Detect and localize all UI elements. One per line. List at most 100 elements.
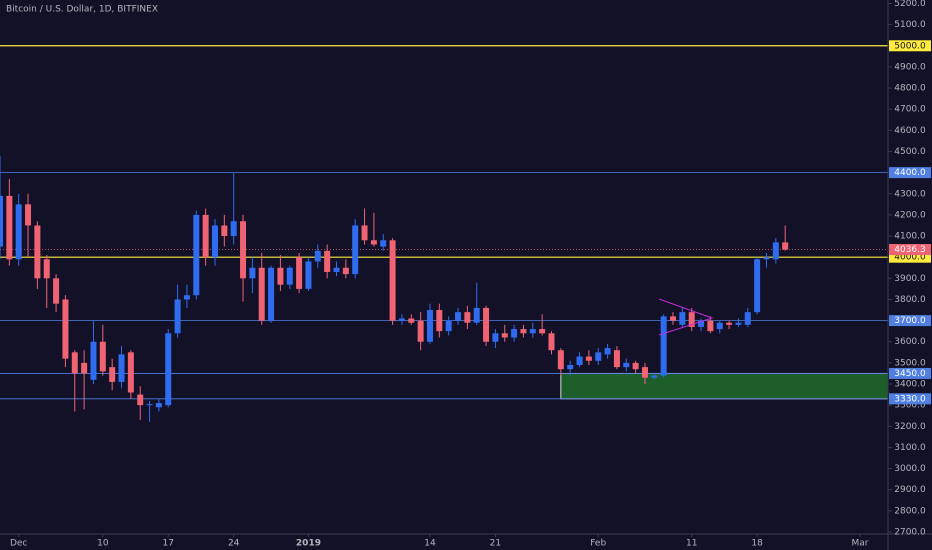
candle-body [473,307,480,323]
candle-body [464,312,471,323]
x-tick-label: 2019 [296,539,321,549]
candle-body [249,267,256,279]
y-tick-label: 2700.0 [894,528,926,538]
candle-body [183,295,190,300]
candle-body [651,375,658,378]
y-tick-label: 4200.0 [894,210,926,220]
candle-body [296,257,303,289]
y-tick-label: 3800.0 [894,295,926,305]
candle-body [109,367,116,382]
candle-body [286,267,293,285]
candle-body [62,299,69,359]
candle-body [501,333,508,338]
y-tick-label: 4700.0 [894,105,926,115]
candle-body [211,225,218,258]
y-tick-label: 4800.0 [894,84,926,94]
candle-body [782,242,789,250]
level-label-box [889,393,931,405]
candle-body [417,320,424,342]
y-tick-label: 5100.0 [894,20,926,30]
candle-body [165,333,172,406]
y-tick-label: 4500.0 [894,147,926,157]
candle-body [483,307,490,342]
candle-body [268,267,275,321]
level-label: 4000.0 [894,253,926,263]
candle-body [90,341,97,380]
candle-body [613,350,620,368]
level-label-box [889,167,931,179]
x-tick-label: Mar [851,539,868,549]
x-tick-label: Dec [10,539,27,549]
candle-body [314,250,321,262]
candle-body [6,195,13,260]
candle-body [53,278,60,304]
y-tick-label: 3500.0 [894,358,926,368]
candle-body [305,261,312,289]
candle-body [520,329,527,334]
x-tick-label: 10 [97,539,109,549]
x-tick-label: 24 [228,539,240,549]
candle-body [539,329,546,334]
candle-body [754,259,761,313]
candle-body [511,329,518,338]
chart-title: Bitcoin / U.S. Dollar, 1D, BITFINEX [6,5,158,15]
y-tick-label: 2900.0 [894,485,926,495]
candle-body [146,404,153,406]
candle-body [679,312,686,325]
candle-body [230,221,237,237]
level-label: 4400.0 [894,168,926,178]
y-tick-label: 3400.0 [894,380,926,390]
candle-body [426,310,433,342]
candle-body [772,242,779,260]
y-tick-label: 3000.0 [894,464,926,474]
x-tick-label: 11 [686,539,697,549]
triangle-pattern [658,298,714,336]
y-tick-label: 5200.0 [894,0,926,9]
candle-body [408,318,415,323]
candle-body [240,221,247,279]
x-tick-label: 21 [490,539,501,549]
x-tick-label: Feb [590,539,606,549]
candle-body [567,364,574,370]
y-tick-label: 3600.0 [894,337,926,347]
level-label-box [889,315,931,327]
candle-body [763,257,770,260]
candle-body [81,362,88,374]
candle-body [118,354,125,382]
y-tick-label: 4300.0 [894,189,926,199]
candle-body [361,225,368,241]
plot-area [0,45,889,423]
candle-body [623,362,630,368]
candle-body [492,333,499,342]
y-tick-label: 4600.0 [894,126,926,136]
candle-body [641,367,648,378]
x-tick-label: 18 [751,539,763,549]
candle-body [71,352,78,374]
level-label: 3450.0 [894,369,926,379]
candle-body [43,259,50,279]
candle-body [576,356,583,365]
x-tick-label: 14 [424,539,436,549]
x-tick-label: 17 [163,539,174,549]
candle-body [660,316,667,376]
candle-body [455,312,462,321]
candle-body [445,320,452,332]
candle-body [735,322,742,325]
candle-body [744,312,751,325]
candle-body [127,352,134,393]
y-tick-label: 3900.0 [894,274,926,284]
candle-body [202,214,209,258]
candle-body [557,350,564,370]
candle-body [398,318,405,321]
candle-body [670,316,677,321]
y-tick-label: 3100.0 [894,443,926,453]
candle-body [333,267,340,272]
y-tick-label: 4100.0 [894,232,926,242]
candle-body [15,204,22,260]
y-tick-label: 4900.0 [894,62,926,72]
last-price-box [889,244,931,256]
candle-body [174,299,181,334]
candle-body [716,322,723,330]
